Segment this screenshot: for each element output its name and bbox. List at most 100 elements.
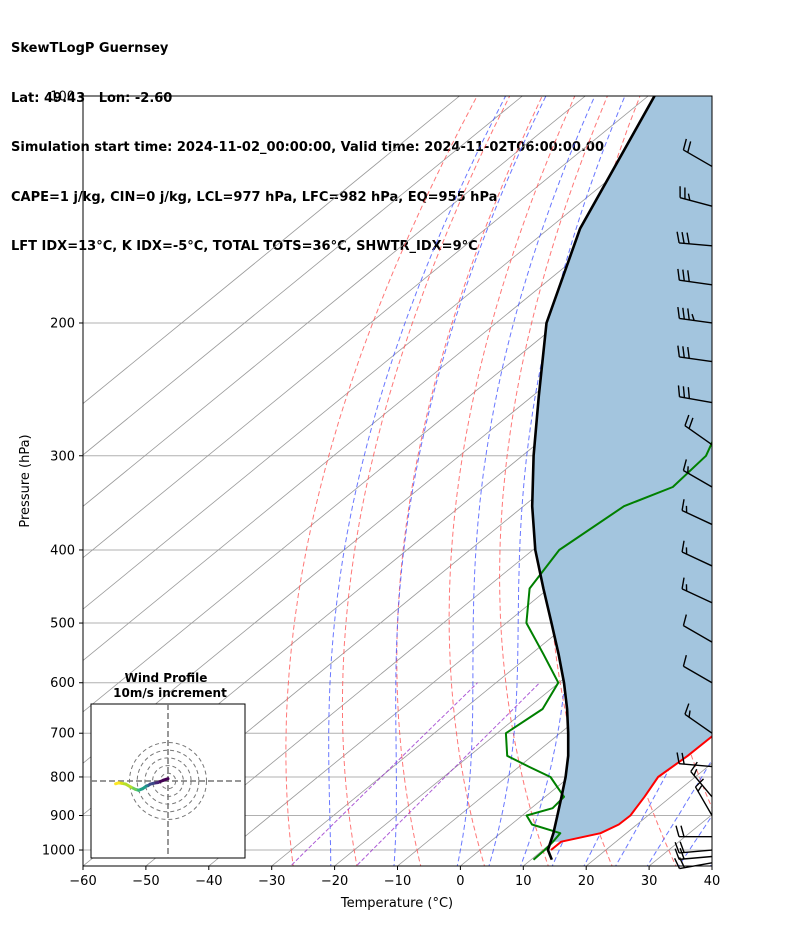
title-times: Simulation start time: 2024-11-02_00:00:… bbox=[11, 140, 604, 155]
dry-adiabat-line bbox=[341, 96, 511, 866]
wind-barb-feather bbox=[687, 387, 691, 399]
dewpoint-profile-line bbox=[504, 440, 712, 861]
wind-barb-shaft bbox=[679, 196, 713, 207]
y-tick-label: 700 bbox=[50, 727, 75, 742]
y-tick-label: 400 bbox=[50, 543, 75, 558]
wind-barb-feather bbox=[684, 414, 690, 426]
title-location: Lat: 49.43 Lon: -2.60 bbox=[11, 90, 173, 106]
wind-barb-shaft bbox=[679, 849, 713, 854]
wind-barb bbox=[679, 186, 713, 207]
isotherm-line bbox=[83, 96, 712, 610]
wind-barb bbox=[684, 703, 713, 734]
dry-adiabat-line bbox=[499, 96, 608, 866]
x-tick-label: −40 bbox=[195, 874, 222, 889]
y-tick-label: 500 bbox=[50, 617, 75, 632]
wind-barb-shaft bbox=[679, 356, 713, 363]
x-tick-label: 10 bbox=[515, 874, 532, 889]
moist-adiabat-line bbox=[488, 96, 626, 866]
dry-adiabat-line bbox=[285, 96, 478, 866]
wind-barb-feather bbox=[682, 655, 688, 667]
hodograph-title: Wind Profile bbox=[125, 671, 208, 685]
wind-barb-feather bbox=[687, 270, 690, 282]
isotherm-line bbox=[334, 557, 712, 866]
wind-barb-feather bbox=[679, 848, 685, 860]
wind-barb-feather bbox=[686, 232, 690, 244]
wind-barb-feather bbox=[679, 841, 685, 853]
wind-barb bbox=[682, 138, 713, 168]
isotherm-line bbox=[83, 96, 523, 456]
wind-barb-shaft bbox=[690, 771, 713, 798]
wind-barb-feather bbox=[681, 540, 685, 553]
parcel-profile-line bbox=[530, 96, 656, 861]
y-tick-label: 300 bbox=[50, 449, 75, 464]
moist-adiabat-line bbox=[709, 862, 712, 866]
wind-barb-feather bbox=[681, 752, 685, 765]
wind-barb-feather bbox=[677, 268, 681, 281]
wind-barb bbox=[681, 540, 713, 567]
wind-barb-feather bbox=[681, 499, 685, 511]
hodograph-ring bbox=[136, 749, 200, 813]
x-tick-label: −20 bbox=[321, 874, 348, 889]
wind-barb-feather bbox=[687, 308, 690, 320]
wind-barb-feather bbox=[687, 141, 692, 153]
wind-barb-feather bbox=[682, 138, 688, 151]
wind-barb-feather bbox=[676, 752, 680, 764]
x-tick-label: −50 bbox=[132, 874, 159, 889]
wind-barb-feather bbox=[681, 232, 685, 244]
wind-barb-shaft bbox=[679, 396, 713, 404]
title-indices-1: CAPE=1 j/kg, CIN=0 j/kg, LCL=977 hPa, LF… bbox=[11, 189, 498, 205]
wind-barb bbox=[682, 459, 713, 488]
wind-barb-shaft bbox=[679, 855, 713, 861]
hodograph-subtitle: 10m/s increment bbox=[113, 686, 227, 700]
wind-barb-feather bbox=[688, 417, 694, 429]
wind-barb-feather bbox=[682, 614, 688, 626]
x-tick-label: 30 bbox=[641, 874, 658, 889]
wind-barb bbox=[677, 385, 713, 404]
wind-barb-feather bbox=[677, 306, 681, 319]
temperature-profile-line bbox=[550, 735, 712, 851]
hodograph-plot bbox=[91, 704, 245, 858]
y-tick-label: 800 bbox=[50, 770, 75, 785]
wind-barb-feather bbox=[677, 385, 681, 397]
wind-barb-shaft bbox=[679, 862, 713, 870]
wind-barb-shaft bbox=[681, 551, 713, 567]
x-tick-label: 40 bbox=[704, 874, 721, 889]
y-tick-label: 600 bbox=[50, 676, 75, 691]
wind-barb bbox=[676, 752, 713, 768]
wind-barb bbox=[694, 778, 713, 816]
wind-barb bbox=[682, 655, 713, 684]
wind-barb bbox=[675, 825, 712, 838]
dry-adiabat-line bbox=[769, 96, 794, 869]
wind-barb-shaft bbox=[683, 625, 713, 643]
wind-barb-feather bbox=[677, 345, 681, 358]
wind-barb-feather bbox=[674, 857, 681, 869]
x-tick-label: −60 bbox=[69, 874, 96, 889]
isotherm-line bbox=[775, 96, 794, 866]
isotherm-line bbox=[83, 96, 649, 559]
wind-barb-feather bbox=[682, 386, 686, 398]
wind-barb-feather bbox=[688, 710, 691, 718]
wind-barb bbox=[690, 761, 713, 798]
y-tick-label: 100 bbox=[50, 90, 75, 105]
wind-barb-shaft bbox=[683, 469, 713, 488]
moist-adiabat-line bbox=[328, 96, 507, 866]
x-tick-label: −30 bbox=[258, 874, 285, 889]
wind-barb-feather bbox=[682, 346, 685, 358]
cape-shaded-area bbox=[532, 96, 712, 842]
wind-barb-shaft bbox=[679, 279, 713, 286]
isotherm-line bbox=[397, 608, 712, 866]
isotherm-line bbox=[83, 96, 586, 507]
wind-barb-feather bbox=[676, 231, 680, 244]
wind-barb-feather bbox=[674, 841, 680, 854]
wind-barb-shaft bbox=[694, 786, 713, 816]
y-tick-label: 1000 bbox=[42, 844, 75, 859]
wind-barb-feather bbox=[693, 768, 698, 776]
wind-barb-feather bbox=[697, 785, 703, 792]
wind-barb-feather bbox=[680, 825, 685, 837]
wind-barb-feather bbox=[674, 848, 680, 860]
dry-adiabat-line bbox=[396, 96, 543, 866]
isotherm-line bbox=[271, 505, 712, 866]
wind-barb-feather bbox=[687, 193, 691, 201]
wind-barb-feather bbox=[690, 761, 698, 772]
wind-barb bbox=[681, 577, 713, 604]
